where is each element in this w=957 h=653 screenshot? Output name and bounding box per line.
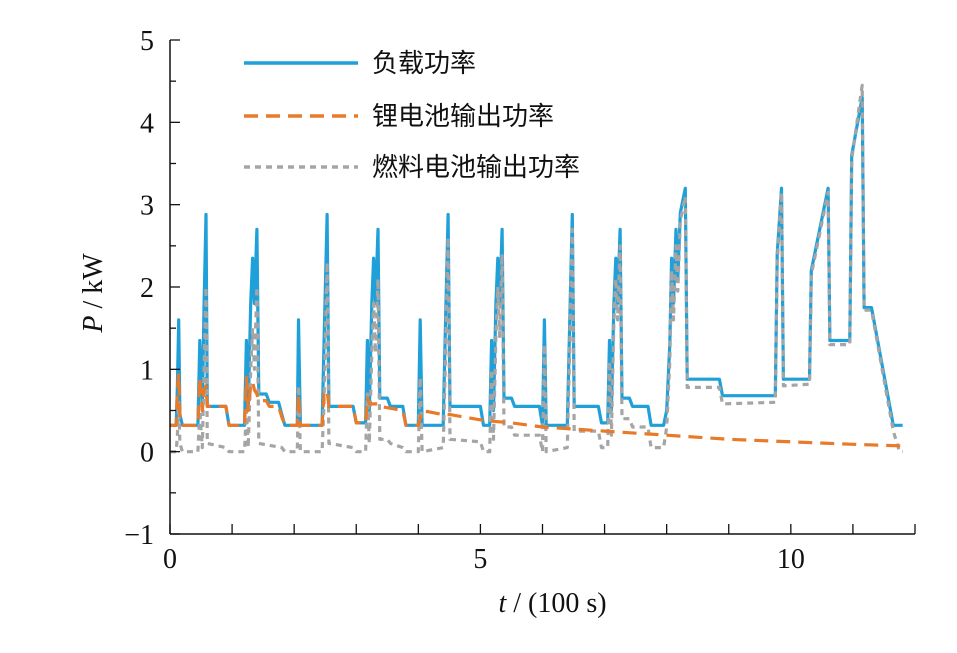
x-tick-label: 10 — [777, 544, 805, 575]
y-tick-label: 2 — [140, 273, 154, 304]
plot-area — [170, 83, 903, 454]
y-tick-label: 5 — [140, 26, 154, 57]
legend-label-0: 负载功率 — [372, 49, 476, 79]
y-axis-unit: / kW — [78, 253, 109, 316]
y-tick-label: 3 — [140, 191, 154, 222]
y-axis-label: P / kW — [78, 253, 109, 334]
legend-label-2: 燃料电池输出功率 — [372, 153, 580, 183]
y-axis-variable: P — [78, 316, 109, 334]
x-axis-unit: / (100 s) — [506, 588, 606, 619]
x-axis-label: t / (100 s) — [498, 588, 606, 619]
y-tick-label: −1 — [124, 520, 154, 551]
x-tick-label: 0 — [163, 544, 177, 575]
series-line-1 — [170, 371, 903, 448]
y-tick-label: 1 — [140, 355, 154, 386]
y-tick-label: 0 — [140, 438, 154, 469]
series-line-0 — [170, 96, 903, 427]
ticks: 0 5 10 −1 0 1 2 3 4 5 — [124, 26, 916, 575]
y-tick-label: 4 — [140, 108, 154, 139]
x-tick-label: 5 — [473, 544, 487, 575]
series-line-2 — [170, 83, 903, 454]
legend-label-1: 锂电池输出功率 — [372, 102, 554, 132]
x-axis-variable: t — [498, 588, 507, 619]
